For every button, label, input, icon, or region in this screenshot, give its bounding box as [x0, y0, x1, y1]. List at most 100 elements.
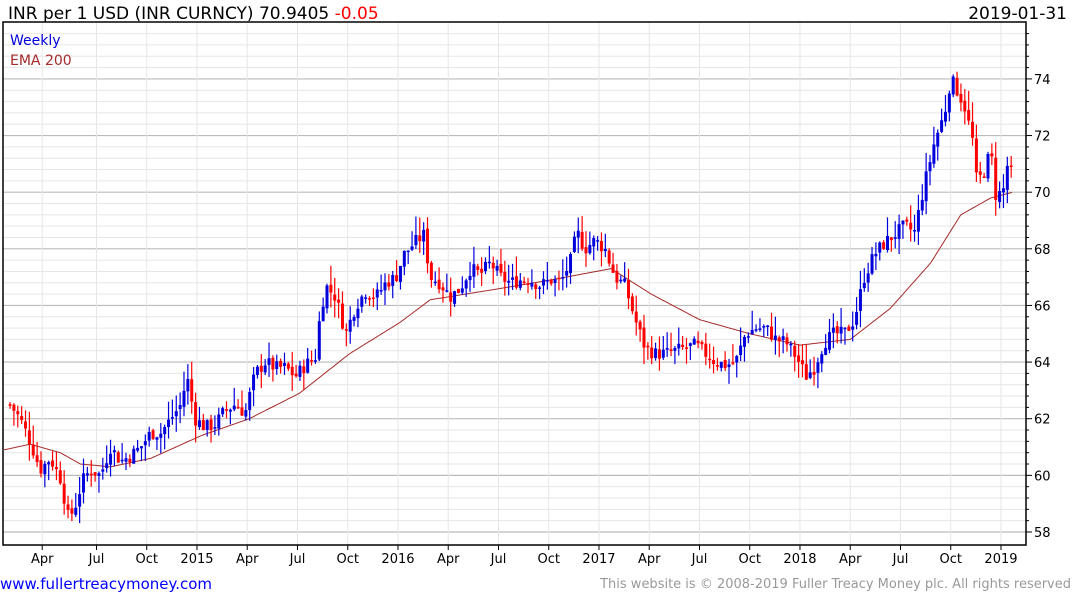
candle: [928, 154, 932, 186]
candle: [426, 217, 430, 274]
candle: [565, 256, 569, 288]
candle: [97, 471, 101, 493]
candle: [236, 399, 240, 409]
candle-body: [773, 335, 777, 340]
candle: [781, 328, 785, 354]
x-tick-label: 2015: [180, 552, 213, 567]
candle-body: [441, 287, 445, 291]
candle-body: [665, 348, 669, 350]
candle: [174, 395, 178, 432]
candle: [967, 90, 971, 125]
candle: [746, 332, 750, 344]
candle: [870, 246, 874, 276]
change-value: -0.05: [334, 4, 379, 24]
candle: [885, 217, 889, 253]
candle-body: [472, 264, 476, 277]
candle-body: [368, 298, 372, 300]
candle-body: [240, 407, 244, 416]
candle: [155, 436, 159, 450]
candle-body: [58, 470, 62, 484]
candle: [534, 282, 538, 299]
candle-body: [746, 336, 750, 338]
candle-body: [66, 504, 70, 510]
candle: [429, 260, 433, 288]
candle-body: [35, 455, 39, 463]
candle: [1005, 156, 1009, 204]
candle: [905, 216, 909, 226]
candle: [39, 451, 43, 478]
candle-body: [758, 328, 762, 330]
candle: [990, 143, 994, 166]
candle: [472, 246, 476, 289]
candle-body: [700, 342, 704, 345]
candle-body: [286, 363, 290, 369]
candle: [217, 407, 221, 436]
candle-body: [306, 358, 310, 373]
candle-body: [47, 462, 51, 465]
candle: [383, 273, 387, 306]
candle: [526, 277, 530, 294]
candle: [20, 406, 24, 424]
candle-body: [186, 378, 190, 392]
x-tick-label: 2018: [783, 552, 816, 567]
candle-body: [893, 237, 897, 239]
candle: [839, 307, 843, 344]
candle: [116, 450, 120, 463]
candle: [344, 323, 348, 347]
candle-body: [43, 463, 47, 475]
candle-body: [329, 284, 333, 293]
candle-body: [754, 329, 758, 331]
candle: [580, 216, 584, 251]
site-link[interactable]: www.fullertreacymoney.com: [0, 575, 213, 593]
candle: [835, 321, 839, 344]
candle: [12, 403, 16, 426]
candle-body: [541, 279, 545, 286]
candle-body: [580, 231, 584, 249]
candle: [491, 256, 495, 285]
candle-body: [526, 283, 530, 285]
legend-weekly: Weekly: [10, 33, 61, 49]
candle: [874, 242, 878, 271]
candle: [414, 216, 418, 250]
candle: [93, 472, 97, 482]
candle-body: [557, 277, 561, 280]
candle: [940, 108, 944, 134]
candle: [553, 275, 557, 297]
candle-body: [101, 469, 105, 472]
candle-body: [596, 240, 600, 242]
candle-body: [236, 406, 240, 409]
candle: [727, 358, 731, 384]
candle: [858, 270, 862, 328]
candle: [541, 271, 545, 295]
candle-body: [835, 326, 839, 334]
candle: [306, 347, 310, 374]
candle: [998, 181, 1002, 209]
candle: [669, 332, 673, 356]
candle: [538, 285, 542, 300]
copyright: This website is © 2008-2019 Fuller Treac…: [600, 577, 1071, 592]
candle-body: [514, 276, 518, 288]
candle-body: [282, 363, 286, 366]
candle-body: [866, 273, 870, 283]
candle: [704, 332, 708, 366]
candle: [178, 392, 182, 424]
candle-body: [62, 483, 66, 504]
candle: [514, 256, 518, 290]
candle: [978, 161, 982, 184]
candle-body: [54, 467, 58, 470]
candle: [244, 403, 248, 421]
candle-body: [213, 427, 217, 429]
candle-body: [503, 271, 507, 282]
candle-body: [197, 420, 201, 428]
candle-body: [885, 236, 889, 250]
candle-body: [909, 222, 913, 230]
candle-body: [151, 430, 155, 439]
candle-body: [1005, 165, 1009, 190]
candle: [986, 151, 990, 182]
candle-body: [982, 176, 986, 179]
candle-body: [93, 472, 97, 476]
candle-body: [387, 282, 391, 287]
x-tick-label: Oct: [336, 552, 358, 567]
candle: [483, 257, 487, 275]
candle: [963, 89, 967, 125]
